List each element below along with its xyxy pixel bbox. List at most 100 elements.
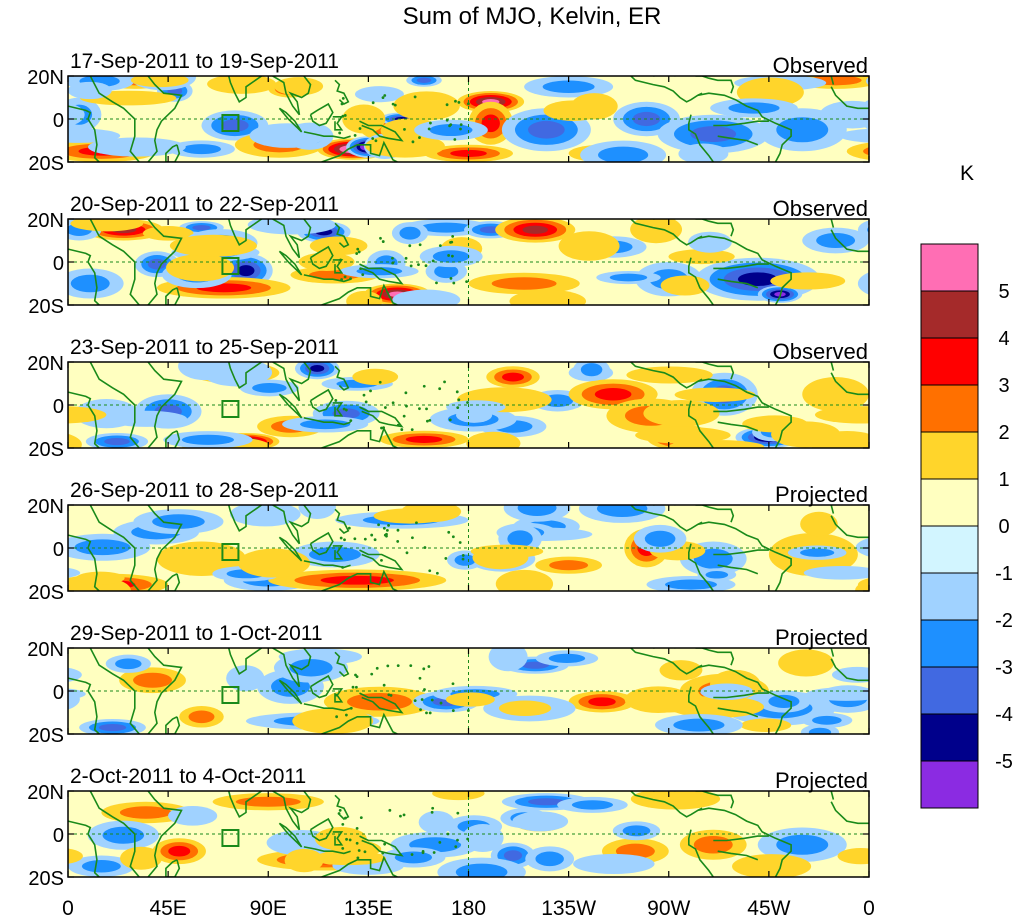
- anomaly-contour: [705, 570, 729, 579]
- anomaly-contour: [68, 128, 121, 143]
- island: [411, 536, 414, 540]
- coastlines: [68, 791, 869, 877]
- island: [348, 838, 352, 842]
- colorbar-swatch: [920, 384, 979, 433]
- island: [370, 533, 374, 537]
- coastline: [697, 664, 792, 734]
- island: [445, 103, 449, 107]
- lat-label: 20S: [28, 582, 64, 604]
- island: [374, 139, 378, 143]
- anomaly-contour: [152, 514, 205, 529]
- coastline: [165, 144, 181, 162]
- island: [423, 688, 426, 691]
- anomaly-contour: [81, 859, 121, 873]
- colorbar-swatch: [920, 572, 979, 621]
- panel-3: 20N 0 20S 23-Sep-2011 to 25-Sep-2011 Observe…: [27, 336, 870, 461]
- lat-label: 20N: [27, 67, 64, 89]
- anomaly-contour: [76, 571, 125, 585]
- island: [338, 809, 342, 812]
- island: [363, 537, 367, 541]
- anomaly-contour: [98, 724, 127, 732]
- island: [449, 276, 453, 280]
- coastline: [334, 651, 350, 677]
- anomaly-field: [68, 791, 869, 877]
- anomaly-contour: [863, 147, 869, 156]
- anomaly-contour: [284, 848, 324, 873]
- coastline: [687, 543, 714, 591]
- coastline: [194, 362, 263, 389]
- anomaly-contour: [491, 277, 557, 290]
- island: [385, 528, 389, 532]
- island: [341, 822, 345, 826]
- anomaly-contour: [816, 232, 856, 249]
- island: [447, 254, 451, 257]
- lat-label: 20N: [27, 353, 64, 375]
- coastlines: [68, 648, 869, 734]
- coastline: [194, 76, 263, 103]
- coastline: [165, 573, 181, 591]
- coastline: [359, 120, 404, 142]
- colorbar-swatch: [920, 478, 979, 527]
- coastline: [147, 505, 183, 591]
- lat-label: 20S: [28, 439, 64, 461]
- anomaly-contour: [192, 224, 211, 231]
- panel-date: 20-Sep-2011 to 22-Sep-2011: [70, 193, 339, 216]
- panel-6: 20N 0 20S 2-Oct-2011 to 4-Oct-2011 Projected: [27, 765, 870, 890]
- anomaly-contour: [309, 851, 387, 866]
- coastline: [272, 648, 312, 688]
- lat-label: 0: [53, 539, 64, 561]
- coastline: [687, 829, 714, 877]
- coastline: [697, 378, 792, 448]
- coastline: [717, 564, 759, 575]
- island: [430, 810, 434, 814]
- island: [461, 557, 465, 561]
- island: [389, 694, 393, 697]
- coastline: [68, 105, 100, 162]
- anomaly-contour: [495, 569, 554, 591]
- anomaly-contour: [846, 142, 869, 160]
- anomaly-contour: [68, 567, 81, 578]
- island: [438, 244, 442, 248]
- anomaly-contour: [450, 149, 487, 157]
- coastline: [830, 362, 835, 371]
- coastline: [309, 245, 334, 270]
- anomaly-contour: [502, 372, 524, 382]
- colorbar-swatch: [920, 337, 979, 386]
- anomaly-contour: [687, 231, 732, 253]
- anomaly-contour: [399, 226, 421, 240]
- island: [431, 806, 435, 810]
- island: [427, 127, 431, 131]
- island: [371, 137, 375, 140]
- island: [451, 682, 455, 686]
- anomaly-contour: [622, 825, 651, 837]
- coastline: [359, 835, 404, 857]
- island: [448, 418, 452, 422]
- anomaly-contour: [454, 554, 476, 566]
- island: [409, 264, 413, 268]
- panel-date: 23-Sep-2011 to 25-Sep-2011: [70, 336, 339, 359]
- coastline: [147, 219, 183, 305]
- lat-label: 0: [53, 396, 64, 418]
- anomaly-contour: [570, 93, 618, 120]
- coastline: [697, 92, 792, 162]
- lat-label: 20S: [28, 868, 64, 890]
- island: [391, 102, 395, 106]
- coastline: [630, 219, 703, 246]
- anomaly-contour: [472, 546, 529, 570]
- coastline: [334, 222, 350, 248]
- anomaly-contour: [512, 811, 569, 832]
- anomaly-contour: [168, 845, 191, 857]
- coastline: [278, 393, 303, 419]
- island: [410, 853, 414, 856]
- coastline: [687, 686, 714, 734]
- coastline: [278, 107, 303, 133]
- panel-date: 17-Sep-2011 to 19-Sep-2011: [70, 50, 339, 73]
- panel-status: Projected: [775, 768, 868, 793]
- island: [383, 406, 387, 409]
- island: [355, 675, 359, 679]
- island: [383, 842, 387, 846]
- island: [449, 123, 453, 127]
- colorbar-label: 1: [998, 469, 1009, 491]
- coastline: [165, 287, 181, 305]
- island: [358, 127, 362, 130]
